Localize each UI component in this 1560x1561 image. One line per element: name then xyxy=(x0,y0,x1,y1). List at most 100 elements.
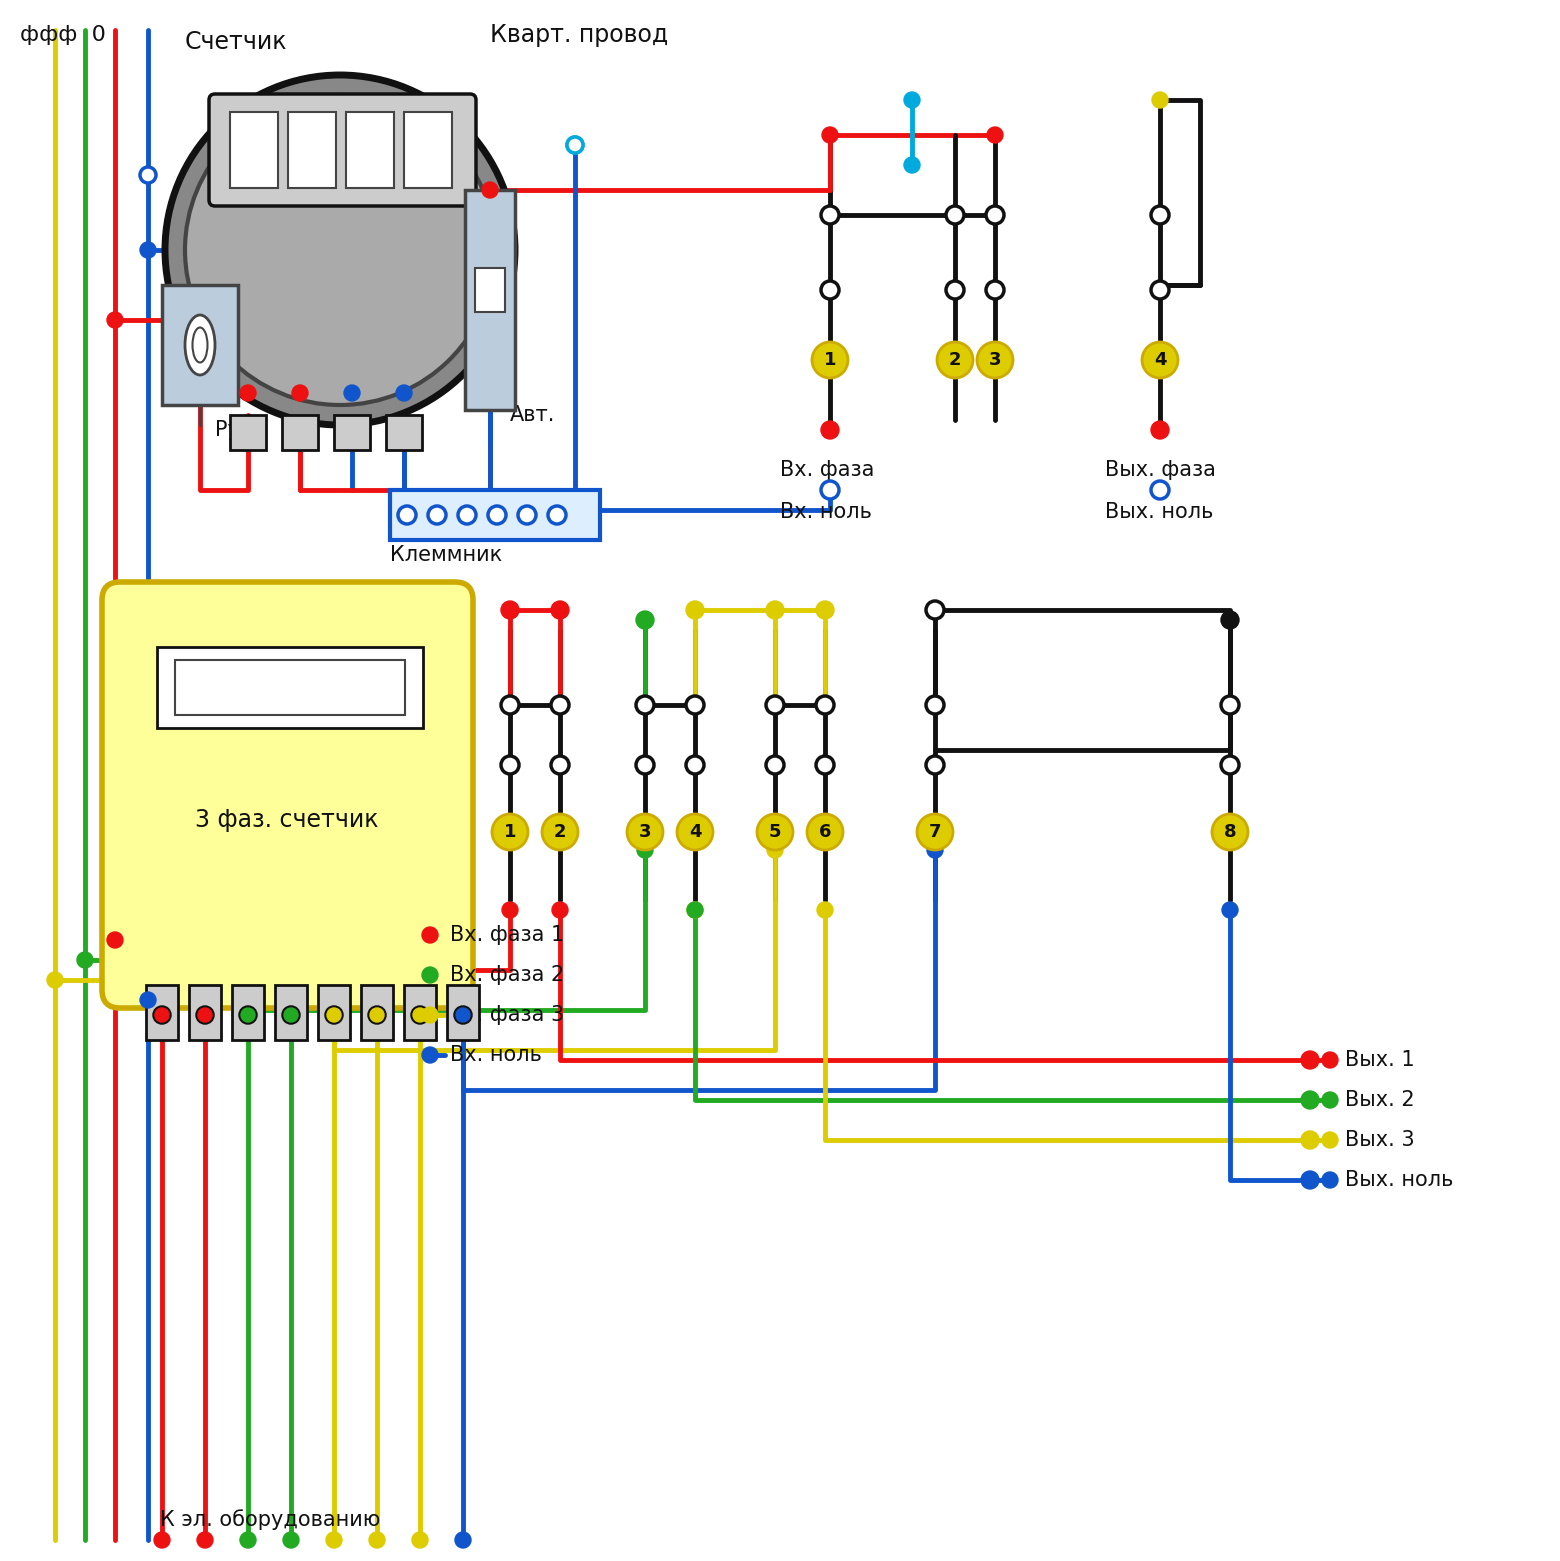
FancyBboxPatch shape xyxy=(474,268,505,312)
Circle shape xyxy=(488,506,505,524)
Circle shape xyxy=(766,696,785,713)
Circle shape xyxy=(108,312,123,328)
Text: 3: 3 xyxy=(638,823,651,841)
Circle shape xyxy=(636,756,654,774)
Circle shape xyxy=(821,421,839,439)
Circle shape xyxy=(284,1008,298,1022)
Circle shape xyxy=(345,386,360,401)
Circle shape xyxy=(413,1008,427,1022)
Circle shape xyxy=(768,841,783,859)
Circle shape xyxy=(927,696,944,713)
Text: Вых. 3: Вых. 3 xyxy=(1345,1130,1415,1150)
Text: Счетчик: Счетчик xyxy=(186,30,287,55)
FancyBboxPatch shape xyxy=(390,490,601,540)
Circle shape xyxy=(566,137,583,153)
Circle shape xyxy=(821,281,839,300)
Circle shape xyxy=(927,601,944,620)
Circle shape xyxy=(945,206,964,223)
Circle shape xyxy=(1151,421,1168,439)
Circle shape xyxy=(501,696,519,713)
Circle shape xyxy=(986,206,1005,223)
Circle shape xyxy=(686,902,704,918)
Text: 7: 7 xyxy=(928,823,941,841)
Circle shape xyxy=(757,813,792,851)
Text: Вх. фаза 1: Вх. фаза 1 xyxy=(449,926,565,944)
FancyBboxPatch shape xyxy=(360,985,393,1040)
Text: Авт.: Авт. xyxy=(510,404,555,425)
Circle shape xyxy=(927,756,944,774)
Circle shape xyxy=(459,506,476,524)
Circle shape xyxy=(903,158,920,173)
Circle shape xyxy=(396,386,412,401)
Text: Вых. ноль: Вых. ноль xyxy=(1345,1171,1454,1189)
Circle shape xyxy=(903,92,920,108)
Text: 3: 3 xyxy=(989,351,1002,368)
Circle shape xyxy=(552,902,568,918)
Circle shape xyxy=(686,902,704,918)
Circle shape xyxy=(1301,1091,1320,1108)
FancyBboxPatch shape xyxy=(158,646,423,727)
Circle shape xyxy=(813,342,849,378)
FancyBboxPatch shape xyxy=(282,415,318,450)
Circle shape xyxy=(541,813,579,851)
Circle shape xyxy=(154,1531,170,1549)
Circle shape xyxy=(154,1008,168,1022)
Ellipse shape xyxy=(186,315,215,375)
Text: Клеммник: Клеммник xyxy=(390,545,502,565)
FancyBboxPatch shape xyxy=(334,415,370,450)
Circle shape xyxy=(518,506,537,524)
Text: Кварт. провод: Кварт. провод xyxy=(490,23,668,47)
Circle shape xyxy=(370,1531,385,1549)
Circle shape xyxy=(927,841,942,859)
Text: 1: 1 xyxy=(504,823,516,841)
Text: 3 фаз. счетчик: 3 фаз. счетчик xyxy=(195,809,379,832)
Circle shape xyxy=(427,506,446,524)
Circle shape xyxy=(76,952,94,968)
Circle shape xyxy=(1301,1171,1320,1189)
Circle shape xyxy=(1321,1052,1338,1068)
Circle shape xyxy=(502,902,518,918)
FancyBboxPatch shape xyxy=(346,112,395,187)
Text: Вых. 2: Вых. 2 xyxy=(1345,1090,1415,1110)
Circle shape xyxy=(1221,756,1239,774)
Circle shape xyxy=(326,1007,342,1022)
FancyBboxPatch shape xyxy=(147,985,178,1040)
FancyBboxPatch shape xyxy=(404,112,452,187)
Text: 6: 6 xyxy=(819,823,831,841)
Circle shape xyxy=(816,601,835,620)
Circle shape xyxy=(627,813,663,851)
Circle shape xyxy=(945,281,964,300)
FancyBboxPatch shape xyxy=(465,190,515,411)
FancyBboxPatch shape xyxy=(385,415,423,450)
Circle shape xyxy=(423,927,438,943)
Circle shape xyxy=(636,841,654,859)
Circle shape xyxy=(140,167,156,183)
Circle shape xyxy=(822,126,838,144)
Circle shape xyxy=(551,756,569,774)
Text: 2: 2 xyxy=(554,823,566,841)
Text: ффф  0: ффф 0 xyxy=(20,25,106,45)
Text: 5: 5 xyxy=(769,823,782,841)
Circle shape xyxy=(292,386,307,401)
Circle shape xyxy=(186,95,495,404)
Circle shape xyxy=(821,206,839,223)
Circle shape xyxy=(686,601,704,620)
Text: Вх. фаза 3: Вх. фаза 3 xyxy=(449,1005,565,1026)
Circle shape xyxy=(1151,481,1168,500)
Text: 4: 4 xyxy=(690,823,702,841)
Circle shape xyxy=(986,281,1005,300)
FancyBboxPatch shape xyxy=(289,112,335,187)
Circle shape xyxy=(1151,92,1168,108)
FancyBboxPatch shape xyxy=(232,985,264,1040)
Circle shape xyxy=(140,242,156,258)
Circle shape xyxy=(977,342,1012,378)
Circle shape xyxy=(398,506,417,524)
Circle shape xyxy=(1321,1093,1338,1108)
Text: Вх. фаза: Вх. фаза xyxy=(780,460,874,479)
FancyBboxPatch shape xyxy=(189,985,222,1040)
Circle shape xyxy=(240,386,256,401)
Circle shape xyxy=(501,601,519,620)
Circle shape xyxy=(456,1008,470,1022)
Circle shape xyxy=(1221,902,1239,918)
Circle shape xyxy=(987,126,1003,144)
